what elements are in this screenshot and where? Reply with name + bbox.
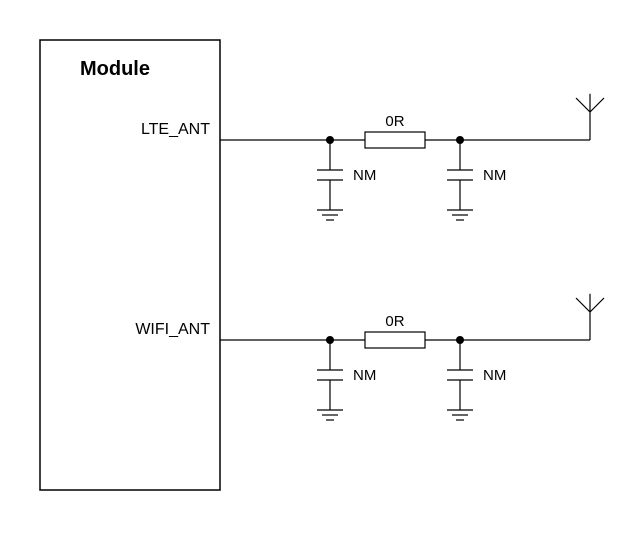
cap-value-label: NM [353,167,376,184]
cap-value-label: NM [483,167,506,184]
antenna-prong-left [576,98,590,112]
cap-value-label: NM [483,367,506,384]
resistor-body [365,132,425,148]
module-box [40,40,220,490]
resistor-value-label: 0R [385,313,404,330]
wifi-ant-pin-label: WIFI_ANT [135,321,210,338]
module-label: Module [80,58,150,80]
resistor-body [365,332,425,348]
resistor-value-label: 0R [385,113,404,130]
lte-ant-pin-label: LTE_ANT [141,121,210,138]
antenna-prong-right [590,298,604,312]
antenna-prong-right [590,98,604,112]
cap-value-label: NM [353,367,376,384]
antenna-prong-left [576,298,590,312]
